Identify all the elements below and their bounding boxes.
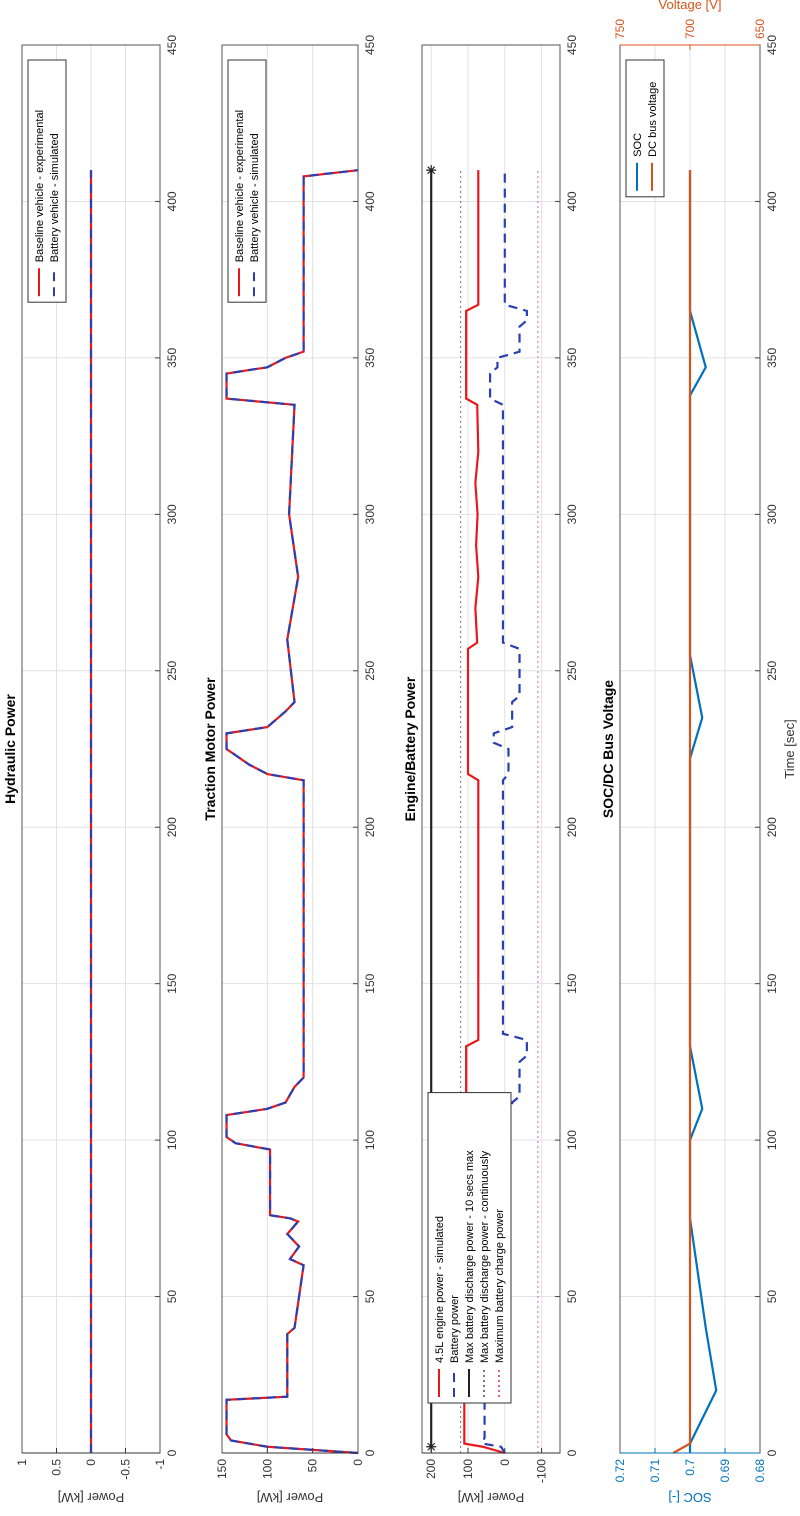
- x-tick-label: 150: [363, 973, 377, 993]
- y-tick-label: 150: [215, 1459, 229, 1479]
- legend-box: [27, 59, 67, 303]
- x-tick-label: 150: [165, 973, 179, 993]
- x-tick-label: 0: [565, 1449, 579, 1456]
- x-tick-label: 250: [565, 660, 579, 680]
- y-tick-label: 0: [351, 1459, 365, 1466]
- legend: Baseline vehicle - experimental Battery v…: [27, 59, 67, 303]
- x-axis-label: Time [sec]: [782, 719, 797, 778]
- x-tick-label: 50: [565, 1290, 579, 1304]
- y-tick-label: 0.69: [718, 1459, 732, 1483]
- x-tick-label: 0: [765, 1449, 779, 1456]
- x-tick-label: 350: [363, 348, 377, 368]
- series-line: [225, 169, 359, 1455]
- legend-label: SOC: [632, 133, 644, 157]
- x-tick-label: 150: [565, 973, 579, 993]
- x-tick-label: 450: [363, 35, 377, 55]
- y-tick-label: 200: [424, 1459, 438, 1479]
- y-axis-label: Power [kW]: [58, 1490, 124, 1505]
- y-tick-label: 0.72: [613, 1459, 627, 1483]
- series-line: [481, 170, 528, 1454]
- legend: SOC DC bus voltage: [625, 59, 665, 198]
- y-tick-label: 1: [15, 1459, 29, 1466]
- plot-area: [222, 45, 358, 1453]
- chart-title: Engine/Battery Power: [402, 676, 418, 821]
- legend: Baseline vehicle - experimental Battery v…: [227, 59, 267, 303]
- x-tick-label: 400: [363, 191, 377, 211]
- x-tick-label: 50: [363, 1290, 377, 1304]
- x-tick-label: 250: [765, 660, 779, 680]
- y-tick-label: 0: [498, 1459, 512, 1466]
- x-tick-label: 300: [765, 504, 779, 524]
- x-tick-label: 150: [765, 973, 779, 993]
- x-tick-label: 300: [165, 504, 179, 524]
- legend-label: Battery power: [449, 1295, 461, 1363]
- y-axis-label: Power [kW]: [257, 1490, 323, 1505]
- chart-title: Traction Motor Power: [202, 677, 218, 821]
- x-tick-label: 200: [363, 817, 377, 837]
- x-tick-label: 0: [363, 1449, 377, 1456]
- x-tick-label: 350: [765, 348, 779, 368]
- y-tick-label: 50: [306, 1459, 320, 1473]
- x-tick-label: 400: [565, 191, 579, 211]
- legend-label: Battery vehicle - simulated: [49, 133, 61, 262]
- y2-tick-label: 650: [753, 19, 767, 39]
- marker: [426, 1441, 437, 1452]
- x-tick-label: 50: [765, 1290, 779, 1304]
- y2-tick-label: 700: [683, 19, 697, 39]
- y-tick-label: 0.5: [50, 1459, 64, 1476]
- legend-box: [427, 1092, 512, 1404]
- legend-label: Max battery discharge power - 10 secs ma…: [464, 1150, 476, 1363]
- y2-axis-label: Voltage [V]: [659, 0, 722, 12]
- y-tick-label: 0: [84, 1459, 98, 1466]
- x-tick-label: 50: [165, 1290, 179, 1304]
- x-tick-label: 400: [765, 191, 779, 211]
- y-tick-label: 100: [461, 1459, 475, 1479]
- x-tick-label: 100: [765, 1130, 779, 1150]
- legend-label: Battery vehicle - simulated: [249, 133, 261, 262]
- x-tick-label: 400: [165, 191, 179, 211]
- chart-title: SOC/DC Bus Voltage: [600, 680, 616, 818]
- x-tick-label: 100: [165, 1130, 179, 1150]
- y-tick-label: -1: [153, 1459, 167, 1470]
- x-tick-label: 250: [363, 660, 377, 680]
- legend: 4.5L engine power - simulated Battery pow…: [427, 1092, 512, 1404]
- x-tick-label: 0: [165, 1449, 179, 1456]
- y-tick-label: 0.71: [648, 1459, 662, 1483]
- x-tick-label: 200: [165, 817, 179, 837]
- legend-box: [227, 59, 267, 303]
- x-tick-label: 450: [765, 35, 779, 55]
- x-tick-label: 450: [165, 35, 179, 55]
- x-tick-label: 300: [363, 504, 377, 524]
- x-tick-label: 300: [565, 504, 579, 524]
- x-tick-label: 200: [765, 817, 779, 837]
- x-tick-label: 350: [565, 348, 579, 368]
- y-tick-label: 0.7: [683, 1459, 697, 1476]
- legend-label: Baseline vehicle - experimental: [34, 110, 46, 262]
- y-tick-label: -100: [535, 1459, 549, 1483]
- series-line: [672, 170, 692, 1454]
- x-tick-label: 100: [565, 1130, 579, 1150]
- legend-label: Maximum battery charge power: [494, 1209, 506, 1363]
- x-tick-label: 350: [165, 348, 179, 368]
- x-tick-label: 250: [165, 660, 179, 680]
- legend-label: Max battery discharge power - continuous…: [479, 1150, 491, 1363]
- y2-tick-label: 750: [613, 19, 627, 39]
- legend-label: DC bus voltage: [647, 82, 659, 157]
- x-tick-label: 100: [363, 1130, 377, 1150]
- x-tick-label: 200: [565, 817, 579, 837]
- marker: [426, 165, 437, 176]
- x-tick-label: 450: [565, 35, 579, 55]
- legend-label: 4.5L engine power - simulated: [434, 1216, 446, 1363]
- y-tick-label: 100: [260, 1459, 274, 1479]
- y-tick-label: -0.5: [119, 1459, 133, 1480]
- legend-box: [625, 59, 665, 198]
- chart-title: Hydraulic Power: [2, 694, 18, 804]
- y-axis-label: SOC [-]: [668, 1490, 711, 1505]
- legend-label: Baseline vehicle - experimental: [234, 110, 246, 262]
- y-axis-label: Power [kW]: [458, 1490, 524, 1505]
- y-tick-label: 0.68: [753, 1459, 767, 1483]
